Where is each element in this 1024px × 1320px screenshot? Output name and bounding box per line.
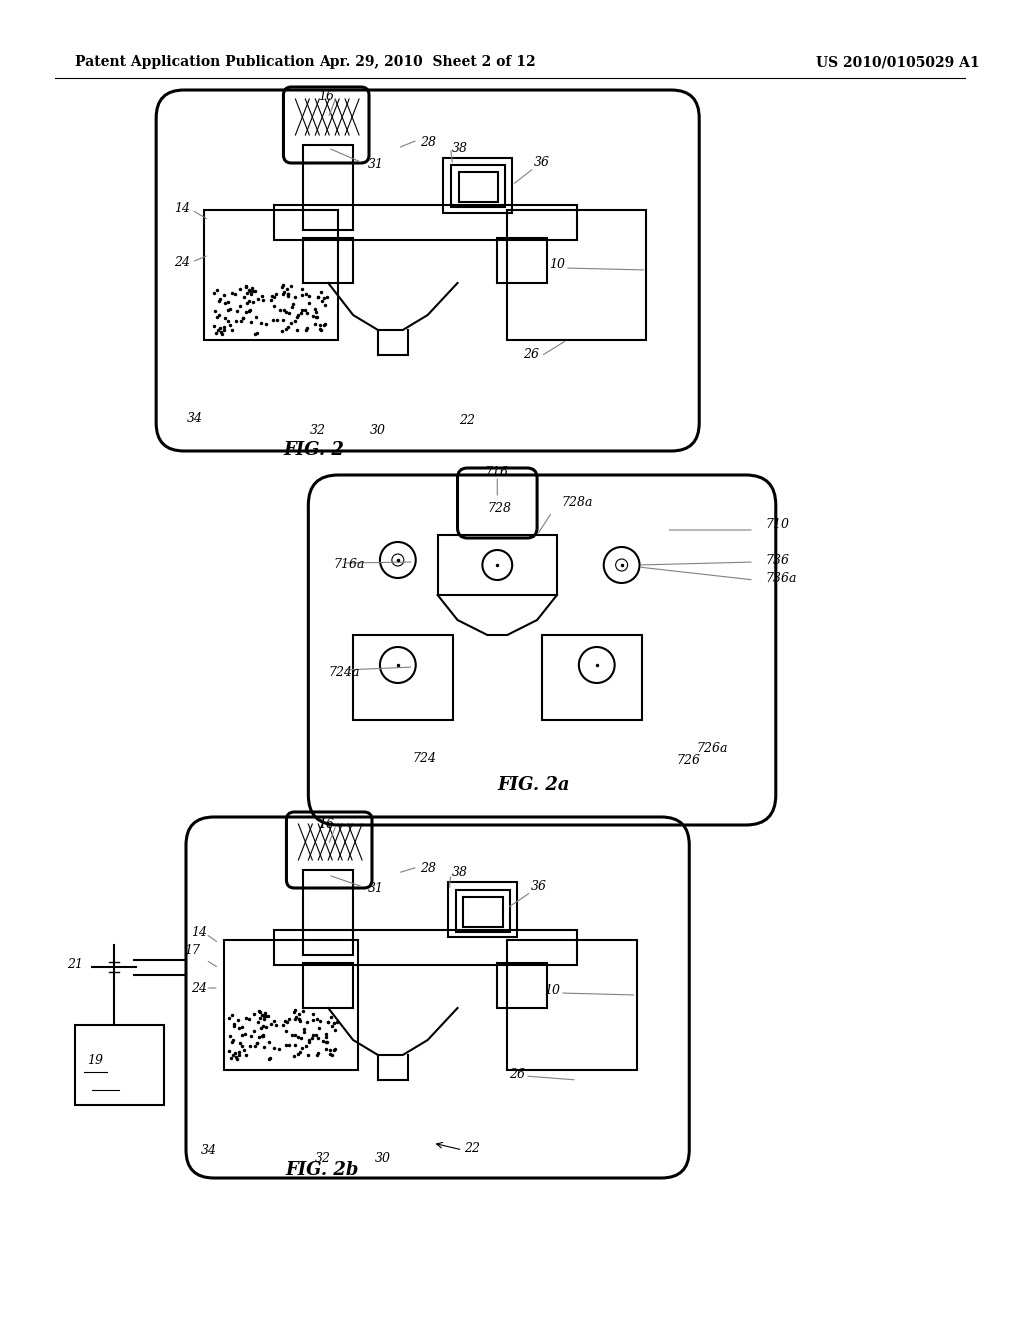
Text: 716a: 716a	[333, 558, 365, 572]
Text: 16: 16	[318, 91, 334, 103]
Text: 30: 30	[375, 1151, 391, 1164]
Text: FIG. 2a: FIG. 2a	[498, 776, 569, 795]
Bar	[459, 172, 499, 202]
Text: 28: 28	[420, 136, 435, 149]
Bar	[542, 635, 641, 719]
Text: 10: 10	[549, 259, 565, 272]
Text: 32: 32	[315, 1151, 331, 1164]
Text: 10: 10	[544, 983, 560, 997]
Text: 28: 28	[420, 862, 435, 874]
Bar	[303, 145, 353, 230]
Text: 736: 736	[766, 553, 790, 566]
Text: 728: 728	[487, 502, 511, 515]
Text: 22: 22	[460, 413, 475, 426]
Text: FIG. 2: FIG. 2	[284, 441, 344, 459]
Text: 34: 34	[201, 1143, 217, 1156]
Text: 38: 38	[452, 141, 468, 154]
Text: 16: 16	[318, 818, 334, 832]
Bar	[464, 898, 503, 927]
Bar	[451, 165, 505, 207]
Bar	[447, 882, 517, 937]
Bar	[75, 1026, 164, 1105]
Text: US 2010/0105029 A1: US 2010/0105029 A1	[815, 55, 979, 69]
Text: 30: 30	[370, 424, 386, 437]
Text: 26: 26	[509, 1068, 525, 1081]
Text: 24: 24	[190, 982, 207, 994]
Text: 710: 710	[766, 519, 790, 532]
Bar	[303, 870, 353, 954]
Bar	[442, 158, 512, 213]
Text: 36: 36	[531, 880, 547, 894]
Text: 728a: 728a	[562, 496, 594, 510]
Text: 21: 21	[67, 958, 83, 972]
Text: FIG. 2b: FIG. 2b	[286, 1162, 359, 1179]
Text: Patent Application Publication: Patent Application Publication	[75, 55, 314, 69]
Bar	[273, 205, 577, 240]
Text: 19: 19	[87, 1053, 103, 1067]
Bar	[498, 964, 547, 1008]
Text: 736a: 736a	[766, 572, 798, 585]
Text: 14: 14	[174, 202, 190, 214]
Text: 32: 32	[310, 424, 327, 437]
Text: 22: 22	[465, 1142, 480, 1155]
Text: 34: 34	[187, 412, 203, 425]
Text: 24: 24	[174, 256, 190, 268]
Bar	[353, 635, 453, 719]
Text: 36: 36	[535, 157, 550, 169]
Bar	[456, 890, 510, 932]
Text: 726a: 726a	[696, 742, 728, 755]
Text: 26: 26	[523, 348, 539, 362]
Bar	[303, 964, 353, 1008]
Text: 716: 716	[484, 466, 508, 479]
Text: 724: 724	[413, 751, 437, 764]
Bar	[507, 940, 637, 1071]
Text: 14: 14	[190, 925, 207, 939]
Text: 17: 17	[184, 944, 200, 957]
Text: Apr. 29, 2010  Sheet 2 of 12: Apr. 29, 2010 Sheet 2 of 12	[319, 55, 536, 69]
Bar	[273, 931, 577, 965]
Text: 31: 31	[368, 158, 384, 172]
Bar	[498, 238, 547, 282]
Bar	[303, 238, 353, 282]
Text: 38: 38	[452, 866, 468, 879]
Text: 31: 31	[368, 882, 384, 895]
Text: 726: 726	[676, 754, 700, 767]
Bar	[507, 210, 646, 341]
Text: 724a: 724a	[329, 665, 359, 678]
Bar	[224, 940, 358, 1071]
Bar	[204, 210, 338, 341]
Bar	[437, 535, 557, 595]
